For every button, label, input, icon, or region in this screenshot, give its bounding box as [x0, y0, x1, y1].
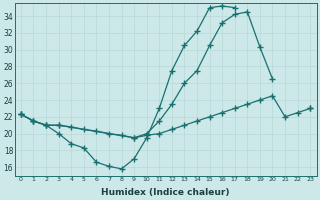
X-axis label: Humidex (Indice chaleur): Humidex (Indice chaleur)	[101, 188, 230, 197]
